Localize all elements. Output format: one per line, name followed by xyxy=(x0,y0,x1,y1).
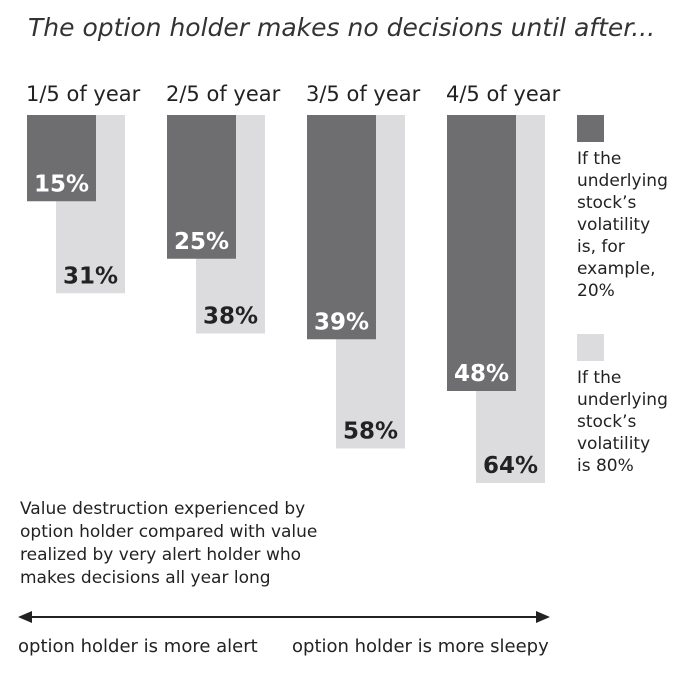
category-label: 1/5 of year xyxy=(26,82,141,106)
note-layer: Value destruction experienced by option h… xyxy=(20,499,317,588)
bar-volatility-20 xyxy=(447,115,516,391)
bar-volatility-20 xyxy=(27,115,96,202)
legend-text-line: is, for xyxy=(577,237,625,257)
legend-swatch xyxy=(577,334,604,361)
bar-group: 2/5 of year 25% 38% xyxy=(166,82,281,334)
axis-left-arrowhead xyxy=(18,611,32,623)
data-label-volatility-80: 58% xyxy=(343,419,398,445)
bars-layer: 1/5 of year 15% 31% 2/5 of year 25% 38% 3/5 of… xyxy=(26,82,561,483)
bar-group: 3/5 of year 39% 58% xyxy=(306,82,421,449)
axis-right-label: option holder is more sleepy xyxy=(292,636,549,657)
legend-text-line: 20% xyxy=(577,281,615,301)
legend-text-line: is 80% xyxy=(577,456,634,476)
legend-text-line: underlying xyxy=(577,390,668,410)
data-label-volatility-80: 31% xyxy=(63,263,118,289)
legend-text-line: If the xyxy=(577,368,621,388)
legend-text-line: stock’s xyxy=(577,193,637,213)
data-label-volatility-80: 38% xyxy=(203,304,258,330)
chart-title: The option holder makes no decisions unt… xyxy=(28,13,655,42)
category-label: 3/5 of year xyxy=(306,82,421,106)
bar-volatility-20 xyxy=(307,115,376,340)
annotation-line: Value destruction experienced by xyxy=(20,499,305,519)
category-label: 2/5 of year xyxy=(166,82,281,106)
data-label-volatility-80: 64% xyxy=(483,453,538,479)
data-label-volatility-20: 15% xyxy=(34,171,89,197)
legend-text-line: volatility xyxy=(577,434,650,454)
annotation-line: makes decisions all year long xyxy=(20,568,271,588)
legend-text-line: example, xyxy=(577,259,656,279)
axis-layer: option holder is more alert option holde… xyxy=(18,611,550,657)
legend-text-line: underlying xyxy=(577,171,668,191)
category-label: 4/5 of year xyxy=(446,82,561,106)
bar-group: 1/5 of year 15% 31% xyxy=(26,82,141,294)
axis-left-label: option holder is more alert xyxy=(18,636,258,657)
legend-text-line: stock’s xyxy=(577,412,637,432)
bar-volatility-20 xyxy=(167,115,236,259)
data-label-volatility-20: 25% xyxy=(174,229,229,255)
data-label-volatility-20: 39% xyxy=(314,309,369,335)
annotation-line: option holder compared with value xyxy=(20,522,317,542)
legend-swatch xyxy=(577,115,604,142)
annotation-line: realized by very alert holder who xyxy=(20,545,301,565)
data-label-volatility-20: 48% xyxy=(454,361,509,387)
axis-right-arrowhead xyxy=(536,611,550,623)
legend-text-line: If the xyxy=(577,149,621,169)
legend-text-line: volatility xyxy=(577,215,650,235)
bar-group: 4/5 of year 48% 64% xyxy=(446,82,561,483)
